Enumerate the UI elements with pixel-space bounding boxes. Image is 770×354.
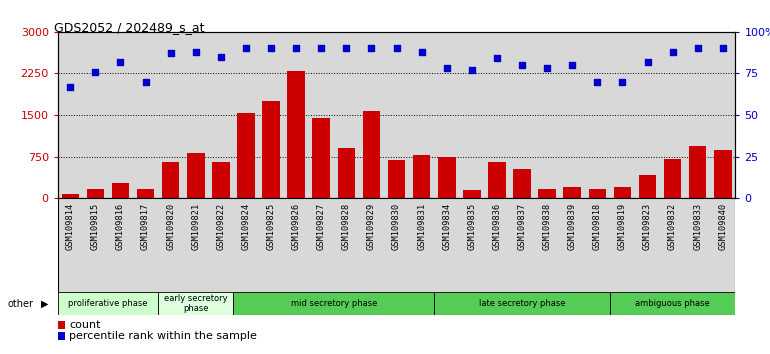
Point: [490, 56, 503, 61]
Point: [566, 62, 578, 68]
Bar: [287, 71, 305, 198]
Point: [290, 46, 303, 51]
Text: percentile rank within the sample: percentile rank within the sample: [69, 331, 257, 341]
Bar: [689, 145, 707, 198]
Point: [315, 46, 327, 51]
Text: other: other: [8, 299, 34, 309]
Text: GSM109814: GSM109814: [65, 203, 75, 250]
Point: [390, 46, 403, 51]
Text: GSM109817: GSM109817: [141, 203, 150, 250]
Point: [516, 62, 528, 68]
Point: [416, 49, 428, 55]
Bar: [112, 183, 129, 198]
Text: GSM109820: GSM109820: [166, 203, 176, 250]
Text: count: count: [69, 320, 101, 330]
Point: [239, 46, 252, 51]
Text: GSM109835: GSM109835: [467, 203, 477, 250]
Text: GSM109823: GSM109823: [643, 203, 652, 250]
Text: GSM109834: GSM109834: [442, 203, 451, 250]
Text: GSM109819: GSM109819: [618, 203, 627, 250]
Bar: [86, 189, 104, 198]
Text: GSM109827: GSM109827: [316, 203, 326, 250]
Bar: [714, 150, 732, 198]
Bar: [438, 156, 456, 198]
Text: ambiguous phase: ambiguous phase: [635, 299, 710, 308]
Point: [641, 59, 654, 65]
Text: GSM109833: GSM109833: [693, 203, 702, 250]
Point: [616, 79, 628, 85]
Bar: [313, 118, 330, 198]
Text: GSM109836: GSM109836: [493, 203, 501, 250]
Bar: [337, 148, 355, 198]
Bar: [463, 190, 480, 198]
Point: [365, 46, 377, 51]
Text: GSM109818: GSM109818: [593, 203, 602, 250]
Text: ▶: ▶: [41, 299, 49, 309]
Bar: [434, 292, 610, 315]
Point: [691, 46, 704, 51]
Bar: [263, 101, 280, 198]
Bar: [388, 160, 405, 198]
Text: GSM109840: GSM109840: [718, 203, 728, 250]
Bar: [588, 189, 606, 198]
Bar: [363, 111, 380, 198]
Point: [340, 46, 353, 51]
Text: GSM109832: GSM109832: [668, 203, 677, 250]
Bar: [137, 189, 154, 198]
Point: [717, 46, 729, 51]
Text: GSM109831: GSM109831: [417, 203, 426, 250]
Bar: [514, 169, 531, 198]
Bar: [212, 162, 229, 198]
Text: late secretory phase: late secretory phase: [479, 299, 565, 308]
Point: [114, 59, 126, 65]
Text: proliferative phase: proliferative phase: [69, 299, 148, 308]
Point: [440, 65, 453, 71]
Text: GSM109815: GSM109815: [91, 203, 100, 250]
Point: [591, 79, 604, 85]
Point: [265, 46, 277, 51]
Text: GSM109829: GSM109829: [367, 203, 376, 250]
Text: mid secretory phase: mid secretory phase: [290, 299, 377, 308]
Bar: [538, 189, 556, 198]
Text: GSM109825: GSM109825: [266, 203, 276, 250]
Point: [466, 67, 478, 73]
Bar: [488, 162, 506, 198]
Bar: [62, 194, 79, 198]
Text: GSM109839: GSM109839: [567, 203, 577, 250]
Point: [541, 65, 554, 71]
Text: GSM109837: GSM109837: [517, 203, 527, 250]
Text: GSM109822: GSM109822: [216, 203, 226, 250]
Text: GDS2052 / 202489_s_at: GDS2052 / 202489_s_at: [54, 21, 204, 34]
Point: [215, 54, 227, 59]
Point: [667, 49, 679, 55]
Bar: [237, 113, 255, 198]
Bar: [610, 292, 735, 315]
Bar: [614, 187, 631, 198]
Text: early secretory
phase: early secretory phase: [164, 294, 228, 313]
Bar: [639, 175, 656, 198]
Point: [139, 79, 152, 85]
Point: [64, 84, 76, 90]
Text: GSM109838: GSM109838: [543, 203, 551, 250]
Text: GSM109828: GSM109828: [342, 203, 351, 250]
Bar: [187, 153, 205, 198]
Bar: [58, 292, 158, 315]
Bar: [664, 159, 681, 198]
Bar: [158, 292, 233, 315]
Bar: [413, 155, 430, 198]
Bar: [564, 187, 581, 198]
Text: GSM109821: GSM109821: [191, 203, 200, 250]
Text: GSM109830: GSM109830: [392, 203, 401, 250]
Bar: [162, 162, 179, 198]
Text: GSM109826: GSM109826: [292, 203, 300, 250]
Point: [165, 51, 177, 56]
Text: GSM109824: GSM109824: [242, 203, 250, 250]
Text: GSM109816: GSM109816: [116, 203, 125, 250]
Point: [189, 49, 202, 55]
Bar: [233, 292, 434, 315]
Point: [89, 69, 102, 75]
